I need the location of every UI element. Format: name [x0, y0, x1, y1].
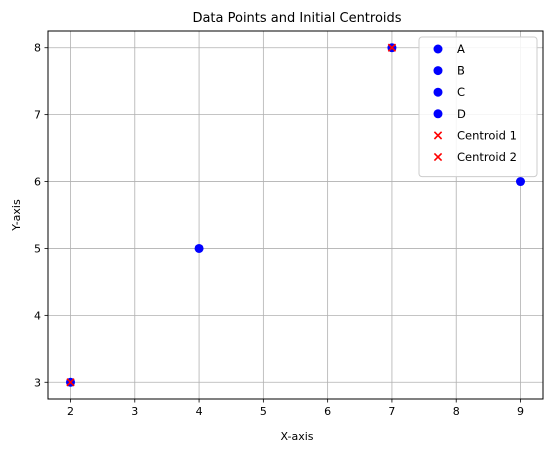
y-tick-label: 7: [34, 109, 41, 122]
data-point-centroid-1: [66, 378, 75, 387]
legend-label: Centroid 1: [457, 128, 517, 142]
x-tick-label: 9: [517, 405, 524, 418]
data-point-b: [194, 243, 204, 253]
y-tick-label: 8: [34, 42, 41, 55]
x-tick-label: 4: [196, 405, 203, 418]
legend-marker: [433, 66, 443, 76]
x-tick-label: 5: [260, 405, 267, 418]
x-tick-label: 8: [453, 405, 460, 418]
y-tick-label: 6: [34, 176, 41, 189]
x-axis-label: X-axis: [281, 430, 314, 443]
y-tick-label: 3: [34, 376, 41, 389]
x-tick-label: 6: [324, 405, 331, 418]
y-axis-label: Y-axis: [10, 199, 23, 232]
chart-title: Data Points and Initial Centroids: [192, 11, 401, 26]
y-tick-label: 4: [34, 309, 41, 322]
y-tick-label: 5: [34, 242, 41, 255]
legend-marker: [433, 87, 443, 97]
axis-ticks: 2 3 4 5 6 7 8 9 3 4 5 6 7 8: [34, 42, 524, 418]
data-point-centroid-2: [387, 43, 397, 52]
x-tick-label: 2: [67, 405, 74, 418]
plot-frame: [47, 30, 544, 400]
legend-label: D: [457, 107, 466, 121]
legend-marker: [433, 131, 443, 140]
legend-marker: [433, 152, 443, 162]
x-tick-label: 7: [388, 405, 395, 418]
legend-marker: [433, 109, 443, 119]
data-point-d: [516, 177, 525, 187]
legend-label: C: [457, 85, 465, 99]
legend-box: [418, 36, 538, 178]
legend-label: Centroid 2: [457, 150, 517, 164]
data-marks: [66, 43, 525, 387]
legend-marker: [433, 44, 443, 54]
x-tick-label: 3: [131, 405, 138, 418]
legend-label: B: [457, 64, 465, 78]
legend-label: A: [457, 42, 465, 56]
